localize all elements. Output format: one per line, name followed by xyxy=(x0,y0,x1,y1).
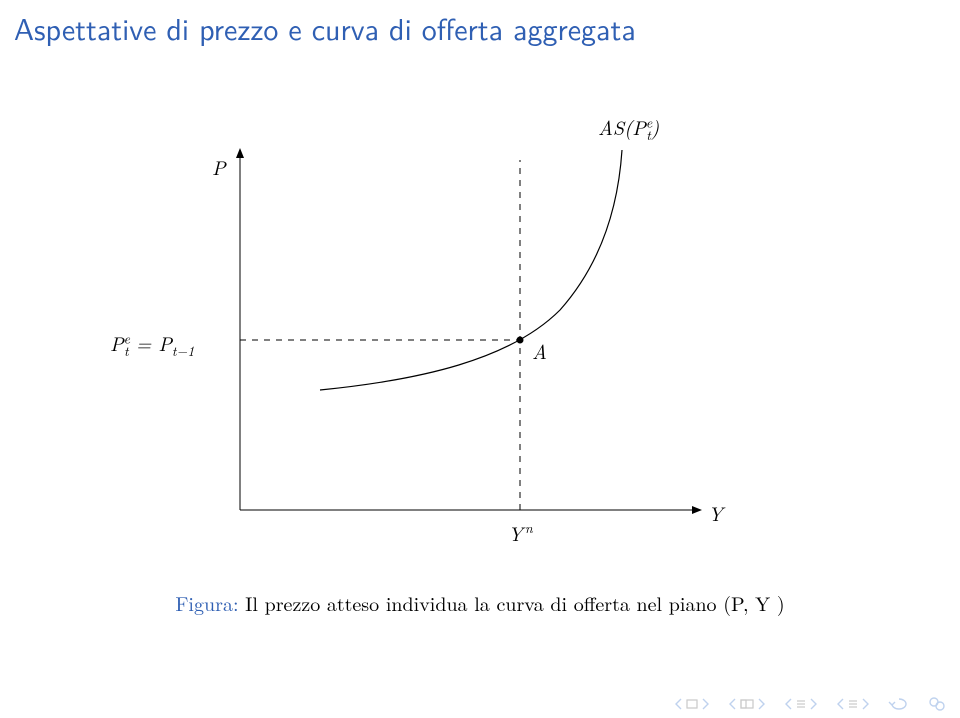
point-A-label: A xyxy=(532,336,547,365)
y-tick-label: Pet = Pt−1 xyxy=(110,328,194,361)
nav-prev-sub-icon[interactable] xyxy=(728,698,738,710)
caption-lead: Figura: xyxy=(175,588,238,617)
nav-frame-group[interactable] xyxy=(674,698,710,710)
caption-body: Il prezzo atteso individua la curva di o… xyxy=(239,588,785,617)
nav-search-icon[interactable] xyxy=(928,696,946,712)
nav-next-frame-icon[interactable] xyxy=(700,698,710,710)
beamer-footer xyxy=(0,686,960,718)
nav-subsection-group[interactable] xyxy=(728,698,766,710)
nav-back-icon[interactable] xyxy=(888,697,910,711)
figure-caption: Figura: Il prezzo atteso individua la cu… xyxy=(0,588,960,617)
nav-frame-icon xyxy=(685,698,699,710)
nav-doc-group[interactable] xyxy=(836,698,870,710)
nav-prev-sec-icon[interactable] xyxy=(784,698,794,710)
as-chart: P Y A Pet = Pt−1 Yn AS(Pet) xyxy=(180,90,780,570)
nav-next-sec-icon[interactable] xyxy=(808,698,818,710)
nav-section-group[interactable] xyxy=(784,698,818,710)
beamer-nav xyxy=(674,696,946,712)
nav-section-icon xyxy=(795,698,807,710)
y-axis-label: P xyxy=(212,152,226,181)
x-axis-label: Y xyxy=(708,498,723,527)
nav-next-sub-icon[interactable] xyxy=(756,698,766,710)
nav-subsection-icon xyxy=(739,698,755,710)
as-curve-label: AS(Pet) xyxy=(598,112,659,145)
x-tick-label: Yn xyxy=(508,518,533,547)
slide-title: Aspettative di prezzo e curva di offerta… xyxy=(14,6,636,50)
nav-prev-frame-icon[interactable] xyxy=(674,698,684,710)
nav-prev-doc-icon[interactable] xyxy=(836,698,846,710)
nav-doc-icon xyxy=(847,698,859,710)
nav-next-doc-icon[interactable] xyxy=(860,698,870,710)
